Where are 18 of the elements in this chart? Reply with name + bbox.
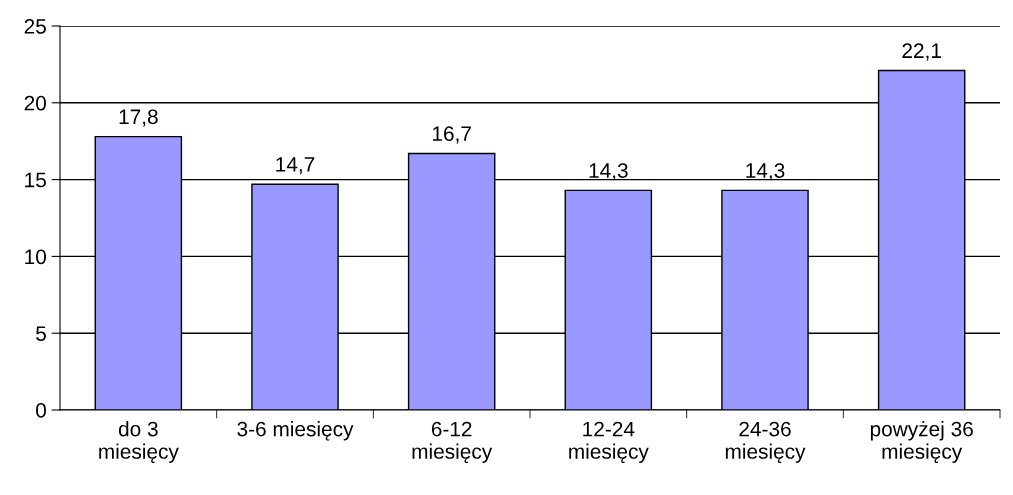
data-label: 14,3 — [589, 163, 628, 181]
data-label: 14,3 — [746, 163, 785, 181]
x-tick-label: 24-36 miesięcy — [725, 421, 806, 463]
x-tick-label: powyżej 36 miesięcy — [870, 421, 973, 463]
y-tick-label: 10 — [25, 249, 46, 265]
x-tick-label: 6-12 miesięcy — [412, 421, 493, 463]
data-label: 16,7 — [432, 126, 471, 144]
y-tick-label: 20 — [24, 95, 46, 111]
y-tick-label: 0 — [36, 403, 46, 418]
y-tick-label: 5 — [36, 326, 46, 341]
data-label: 14,7 — [276, 157, 315, 175]
x-tick-label: 12-24 miesięcy — [569, 421, 649, 463]
y-tick-label: 15 — [25, 172, 46, 188]
x-tick-label: do 3 miesięcy — [99, 421, 179, 463]
data-label: 17,8 — [119, 109, 158, 127]
x-tick-label: 3-6 miesięcy — [237, 421, 354, 441]
y-tick-label: 25 — [24, 19, 46, 34]
data-label: 22,1 — [902, 43, 941, 61]
